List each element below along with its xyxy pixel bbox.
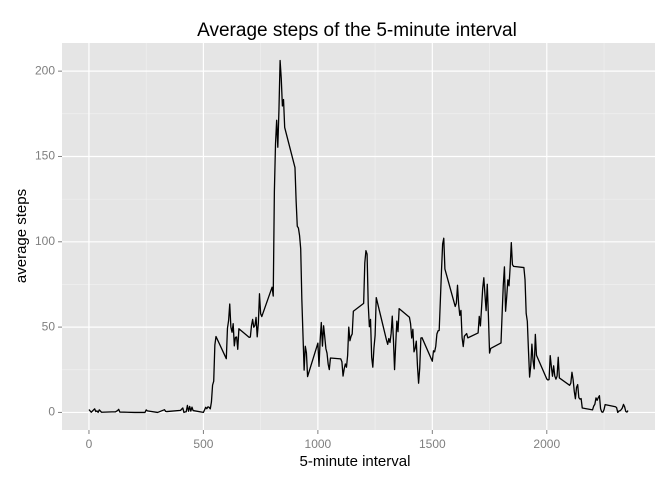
y-tick-label: 0	[48, 405, 55, 419]
x-tick-label: 0	[86, 437, 93, 451]
x-tick-label: 1500	[419, 437, 446, 451]
plot-panel	[62, 43, 655, 430]
y-axis-label: average steps	[13, 189, 30, 283]
chart-title: Average steps of the 5-minute interval	[197, 20, 517, 41]
x-tick-label: 2000	[533, 437, 560, 451]
x-tick-label: 500	[193, 437, 213, 451]
x-axis-label: 5-minute interval	[300, 453, 411, 470]
y-tick-label: 100	[35, 234, 55, 248]
y-tick-label: 150	[35, 149, 55, 163]
data-line	[88, 59, 629, 414]
x-tick-label: 1000	[305, 437, 332, 451]
y-tick-label: 200	[35, 63, 55, 77]
y-tick-label: 50	[42, 319, 56, 333]
